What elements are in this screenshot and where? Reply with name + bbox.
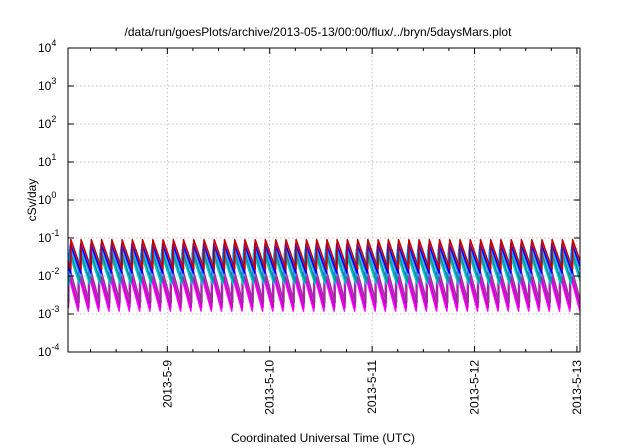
series-group xyxy=(67,238,581,312)
x-tick-label: 2013-5-12 xyxy=(468,360,482,415)
y-tick-label: 104 xyxy=(38,38,56,55)
series-line xyxy=(67,245,581,277)
y-tick-label: 10-2 xyxy=(38,266,59,283)
y-tick-label: 100 xyxy=(38,190,56,207)
y-tick-exponent: -4 xyxy=(51,342,59,352)
x-tick-label: 2013-5-10 xyxy=(263,360,277,415)
x-tick-label: 2013-5-11 xyxy=(365,360,379,414)
y-tick-label: 103 xyxy=(38,76,56,93)
y-tick-label: 101 xyxy=(38,152,56,169)
y-tick-exponent: -2 xyxy=(51,266,59,276)
series-line xyxy=(67,243,581,274)
y-tick-exponent: 4 xyxy=(51,38,56,48)
y-axis-label: cSv/day xyxy=(25,179,39,222)
y-tick-label: 10-4 xyxy=(38,342,59,359)
y-tick-label: 102 xyxy=(38,114,56,131)
y-tick-label: 10-1 xyxy=(38,228,59,245)
y-tick-exponent: -1 xyxy=(51,228,59,238)
x-axis-label: Coordinated Universal Time (UTC) xyxy=(231,431,415,445)
y-tick-exponent: 3 xyxy=(51,76,56,86)
y-tick-exponent: 0 xyxy=(51,190,56,200)
x-tick-label: 2013-5-13 xyxy=(570,360,584,415)
series-line xyxy=(67,238,581,271)
y-tick-exponent: 2 xyxy=(51,114,56,124)
x-tick-label: 2013-5-9 xyxy=(160,360,174,408)
chart-title: /data/run/goesPlots/archive/2013-05-13/0… xyxy=(125,25,513,39)
y-tick-label: 10-3 xyxy=(38,304,59,321)
y-tick-exponent: -3 xyxy=(51,304,59,314)
y-tick-exponent: 1 xyxy=(51,152,56,162)
